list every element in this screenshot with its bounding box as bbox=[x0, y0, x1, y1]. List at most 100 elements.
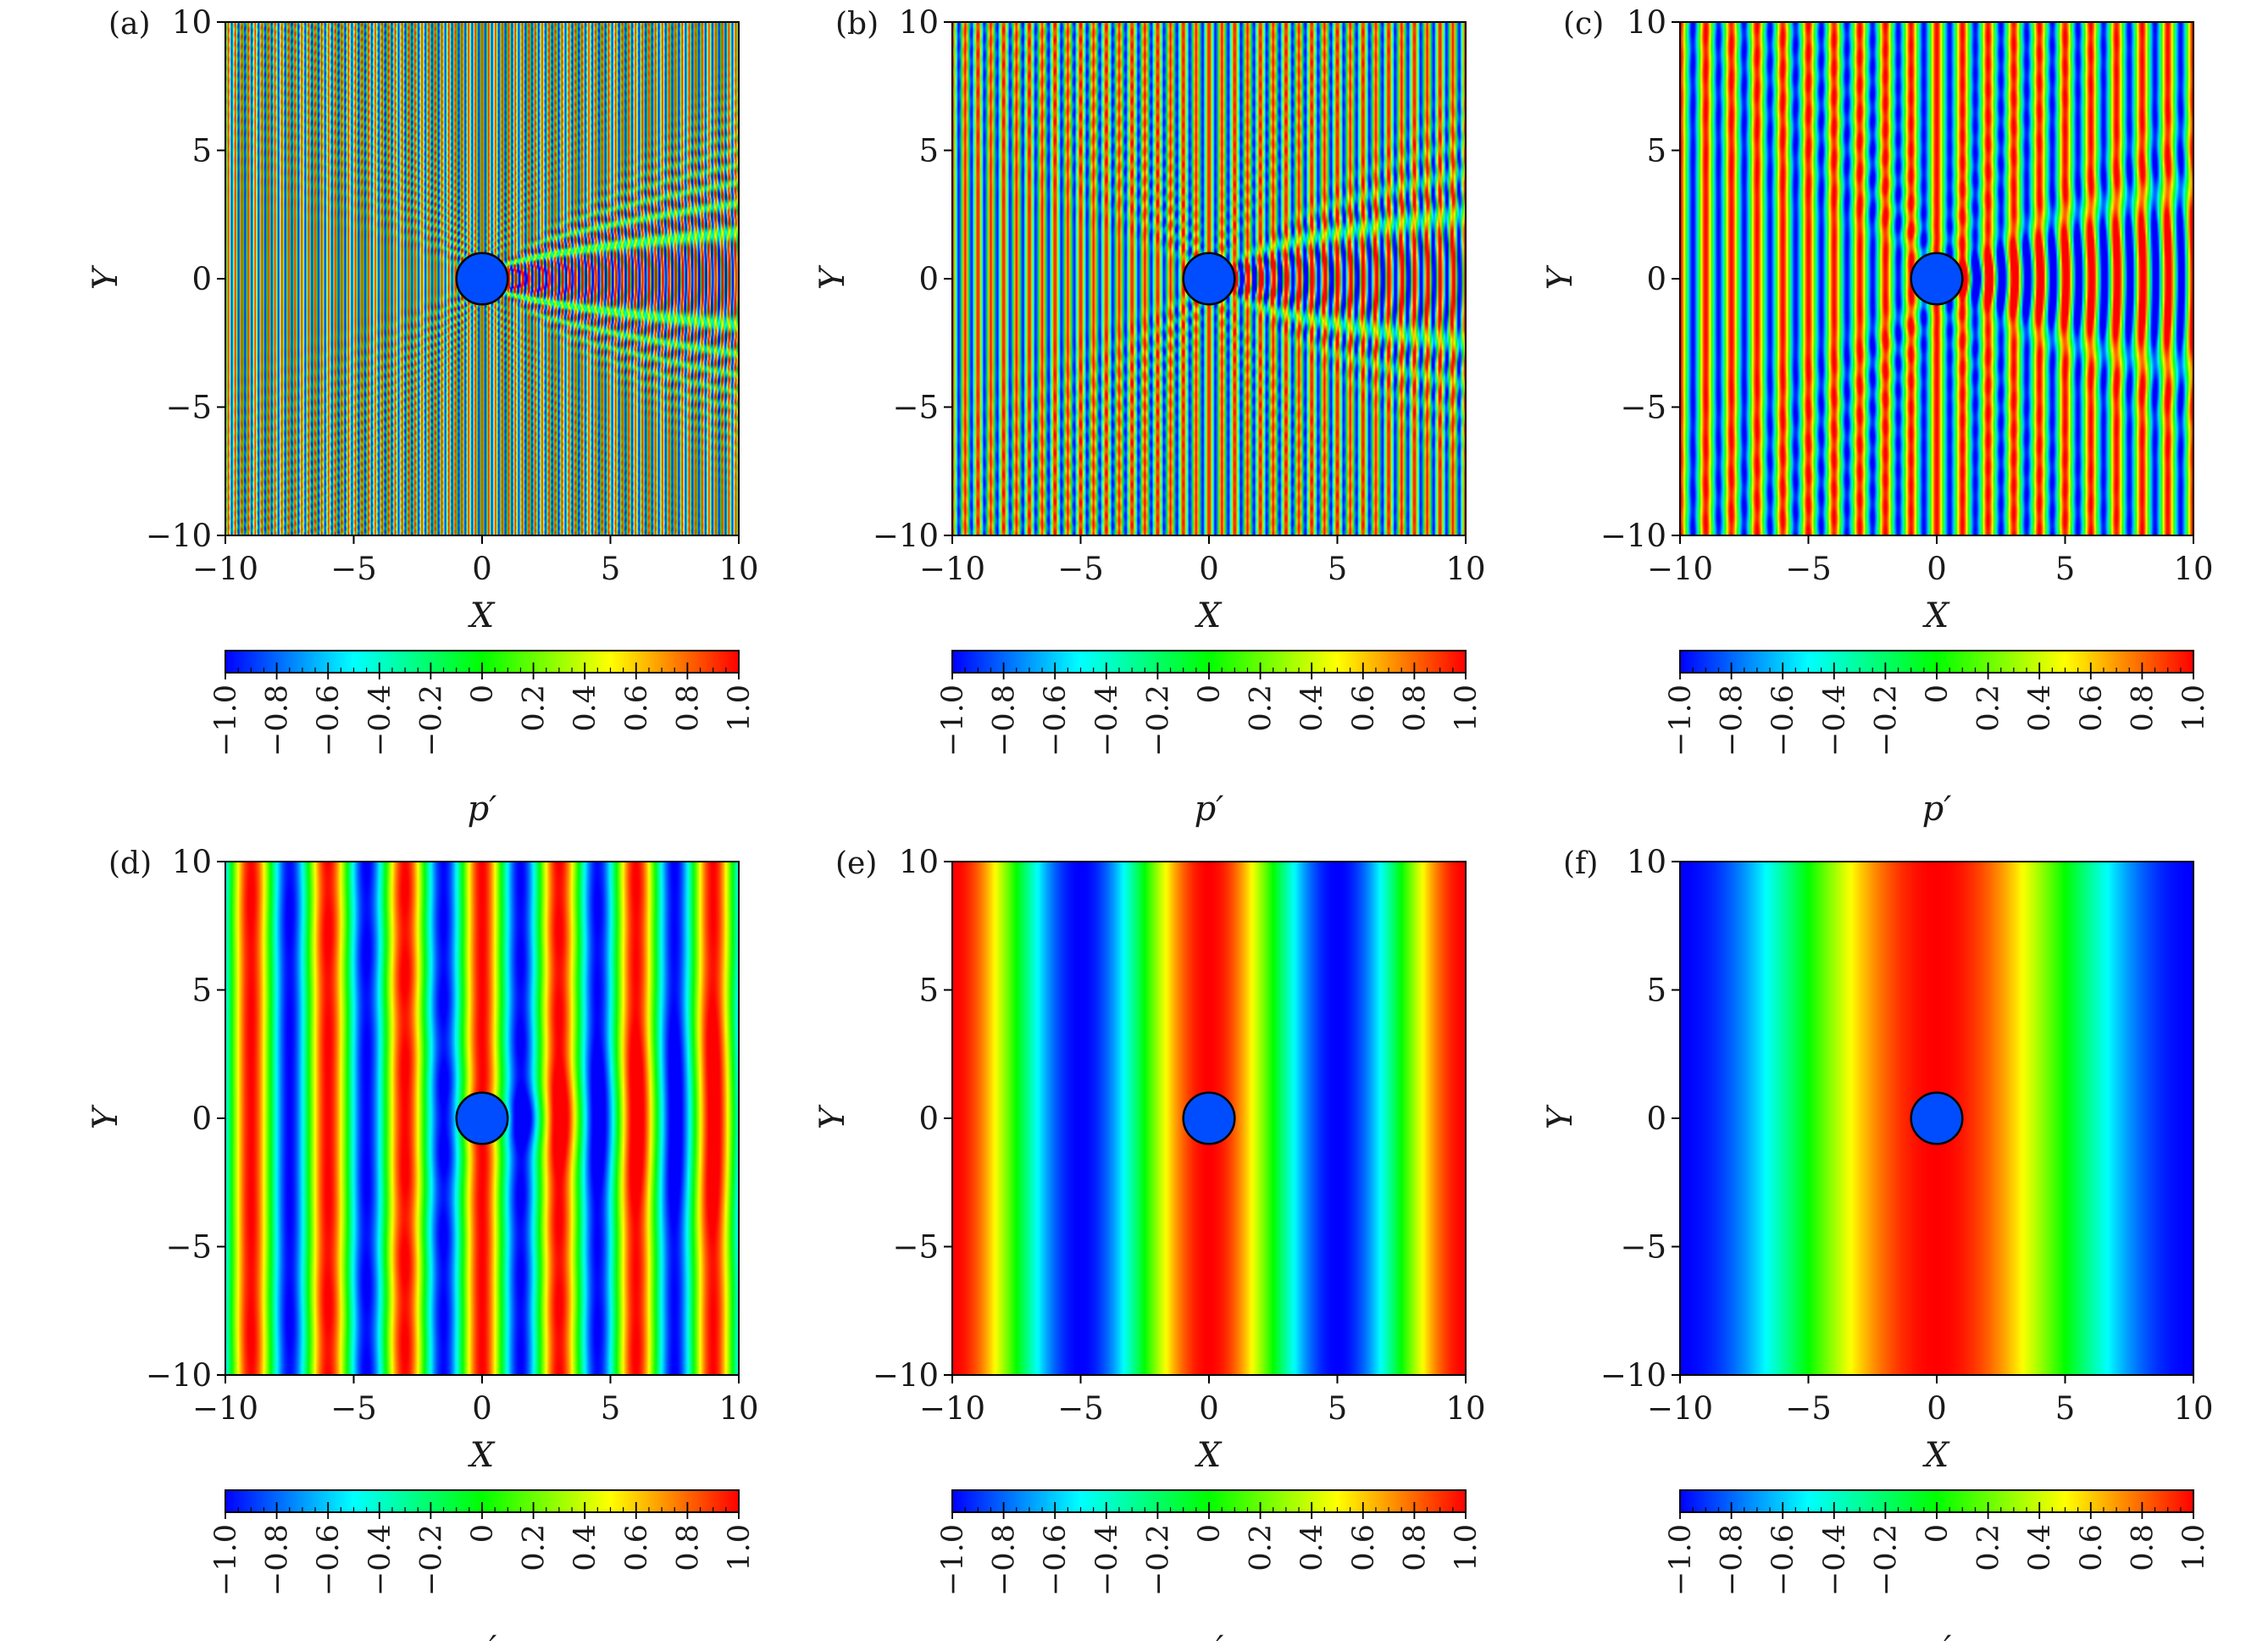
colorbar-tick-label: 0 bbox=[466, 1524, 500, 1543]
y-tick-label: 5 bbox=[918, 133, 939, 169]
colorbar: −1.0 −0.8 −0.6 −0.4 −0.2 0 0.2 0.4 0.6 0.8 1.0 p′ bbox=[1664, 650, 2211, 829]
colorbar-tick-label: −0.2 bbox=[414, 1524, 448, 1596]
colorbar-tick-label: −0.8 bbox=[1716, 1524, 1750, 1596]
x-tick-label: 10 bbox=[2173, 551, 2213, 587]
colorbar-tick-label: 1.0 bbox=[723, 685, 757, 732]
colorbar-tick-label: −0.8 bbox=[1716, 685, 1750, 757]
colorbar-tick-label: −0.4 bbox=[1818, 1524, 1852, 1596]
heatmap-field bbox=[1680, 862, 2193, 1375]
y-tick-label: 10 bbox=[172, 4, 212, 41]
colorbar-label: p′ bbox=[468, 790, 497, 829]
panel-d: −10−10 −5 −5 0 0 5 5 10 10 (d) X Y −1.0 −0.8 −0.6 −0.4−… bbox=[86, 844, 759, 1641]
y-tick-label: −5 bbox=[892, 1229, 939, 1266]
y-tick-label: 10 bbox=[899, 844, 939, 880]
colorbar-tick-label: −0.6 bbox=[1039, 685, 1073, 757]
colorbar-tick-label: 0.8 bbox=[671, 1524, 705, 1572]
x-tick-label: 10 bbox=[718, 551, 758, 587]
y-tick-label: 10 bbox=[172, 844, 212, 880]
x-axis-label: X bbox=[1195, 596, 1223, 635]
colorbar-tick-label: 0.2 bbox=[1245, 685, 1278, 732]
colorbar-tick-label: 0.4 bbox=[1295, 685, 1329, 732]
y-tick-label: −10 bbox=[1600, 1357, 1666, 1394]
y-tick-label: 0 bbox=[1646, 261, 1666, 297]
x-tick-label: −5 bbox=[1785, 551, 1832, 587]
colorbar-label: p′ bbox=[1195, 790, 1224, 829]
x-tick-label: 10 bbox=[1445, 551, 1485, 587]
x-tick-label: −5 bbox=[1057, 1390, 1104, 1427]
y-tick-label: 0 bbox=[918, 261, 939, 297]
y-tick-label: 5 bbox=[191, 133, 212, 169]
x-tick-label: −10 bbox=[192, 1390, 258, 1427]
colorbar-tick-label: 0.6 bbox=[2075, 685, 2109, 732]
y-axis-label: Y bbox=[86, 1104, 125, 1129]
colorbar-label: p′ bbox=[1195, 1629, 1224, 1641]
obstacle-circle bbox=[1182, 1091, 1236, 1145]
colorbar-tick-label: 0.4 bbox=[1295, 1524, 1329, 1572]
colorbar: −1.0 −0.8 −0.6 −0.4 −0.2 0 0.2 0.4 0.6 0.8 1.0 p′ bbox=[936, 1489, 1483, 1641]
x-tick-label: −10 bbox=[919, 551, 985, 587]
colorbar-tick-label: −1.0 bbox=[936, 685, 970, 757]
y-tick-label: 5 bbox=[918, 973, 939, 1009]
colorbar-tick-label: 0.6 bbox=[1347, 1524, 1381, 1572]
colorbar: −1.0 −0.8 −0.6 −0.4 −0.2 0 0.2 0.4 0.6 0.8 1.0 p′ bbox=[1664, 1489, 2211, 1641]
x-axis-label: X bbox=[1195, 1436, 1223, 1475]
panel-label: (f) bbox=[1563, 846, 1598, 881]
colorbar-label: p′ bbox=[468, 1629, 497, 1641]
colorbar-tick-label: 1.0 bbox=[1450, 685, 1483, 732]
panel-a: −10−10 −5 −5 0 0 5 5 10 10 (a) X Y −1.0 −0.8 −0.6 −0.4−… bbox=[86, 4, 759, 829]
colorbar-tick-label: −0.6 bbox=[1766, 685, 1800, 757]
panel-label: (e) bbox=[835, 846, 877, 881]
colorbar-tick-label: −0.8 bbox=[988, 685, 1022, 757]
x-tick-label: 5 bbox=[601, 551, 621, 587]
y-tick-label: −10 bbox=[146, 1357, 212, 1394]
colorbar-tick-label: −0.4 bbox=[363, 1524, 397, 1596]
panel-c: −10−10 −5 −5 0 0 5 5 10 10 (c) X Y −1.0 −0.8 −0.6 −0.4−… bbox=[1541, 4, 2214, 829]
heatmap-field bbox=[225, 22, 739, 535]
x-axis-label: X bbox=[468, 1436, 496, 1475]
y-tick-label: −10 bbox=[873, 518, 939, 554]
x-tick-label: 5 bbox=[1328, 551, 1348, 587]
x-tick-label: 0 bbox=[472, 551, 492, 587]
colorbar-tick-label: 0.4 bbox=[568, 1524, 602, 1572]
x-tick-label: −5 bbox=[330, 1390, 377, 1427]
x-tick-label: 5 bbox=[2055, 1390, 2076, 1427]
colorbar-tick-label: −0.4 bbox=[1090, 685, 1124, 757]
y-tick-label: 10 bbox=[1627, 844, 1666, 880]
x-tick-label: −5 bbox=[1785, 1390, 1832, 1427]
y-axis-label: Y bbox=[1541, 1104, 1580, 1129]
colorbar-tick-label: 1.0 bbox=[2177, 685, 2211, 732]
y-axis-label: Y bbox=[86, 264, 125, 290]
x-axis-label: X bbox=[468, 596, 496, 635]
y-axis-label: Y bbox=[1541, 264, 1580, 290]
colorbar-tick-label: 0 bbox=[1193, 685, 1227, 703]
panel-label: (d) bbox=[108, 846, 152, 881]
x-tick-label: 5 bbox=[1328, 1390, 1348, 1427]
panel-label: (a) bbox=[108, 7, 151, 42]
colorbar-tick-label: 0.2 bbox=[1972, 685, 2006, 732]
colorbar-tick-label: 0.8 bbox=[1398, 1524, 1432, 1572]
colorbar-tick-label: 0.6 bbox=[2075, 1524, 2109, 1572]
colorbar-label: p′ bbox=[1922, 790, 1952, 829]
x-tick-label: −5 bbox=[330, 551, 377, 587]
y-axis-label: Y bbox=[813, 264, 852, 290]
x-tick-label: 0 bbox=[1927, 1390, 1947, 1427]
colorbar-tick-label: −0.2 bbox=[414, 685, 448, 757]
y-tick-label: −5 bbox=[892, 390, 939, 426]
colorbar-tick-label: −0.2 bbox=[1141, 685, 1175, 757]
y-tick-label: −10 bbox=[146, 518, 212, 554]
y-tick-label: 10 bbox=[1627, 4, 1666, 41]
x-tick-label: 0 bbox=[472, 1390, 492, 1427]
y-tick-label: 0 bbox=[918, 1100, 939, 1137]
colorbar-tick-label: 0 bbox=[1921, 1524, 1955, 1543]
x-tick-label: −10 bbox=[192, 551, 258, 587]
colorbar: −1.0 −0.8 −0.6 −0.4 −0.2 0 0.2 0.4 0.6 0.8 1.0 p′ bbox=[209, 650, 757, 829]
colorbar-tick-label: −1.0 bbox=[209, 1524, 243, 1596]
colorbar-tick-label: 0.6 bbox=[620, 685, 654, 732]
colorbar-tick-label: 0.4 bbox=[568, 685, 602, 732]
y-tick-label: −5 bbox=[165, 390, 212, 426]
x-tick-label: −10 bbox=[1647, 551, 1713, 587]
x-tick-label: 0 bbox=[1927, 551, 1947, 587]
colorbar: −1.0 −0.8 −0.6 −0.4 −0.2 0 0.2 0.4 0.6 0.8 1.0 p′ bbox=[209, 1489, 757, 1641]
x-tick-label: 10 bbox=[1445, 1390, 1485, 1427]
